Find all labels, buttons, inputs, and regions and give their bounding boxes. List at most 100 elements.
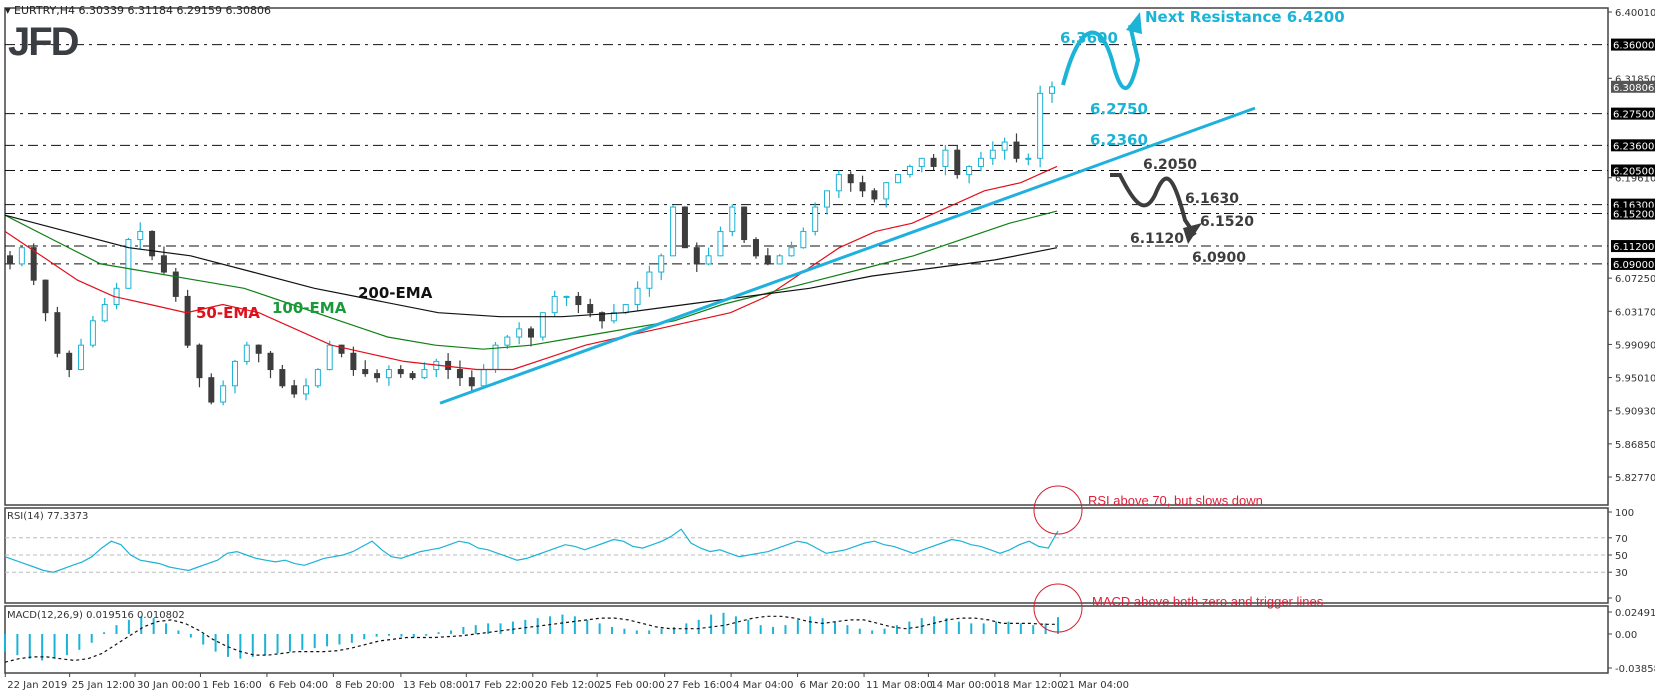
bear-candle <box>66 352 73 371</box>
bull-candle <box>670 206 677 257</box>
bear-candle <box>599 312 606 322</box>
level-6-2360-label: 6.2360 <box>1090 131 1148 149</box>
level-label-bg <box>1611 139 1655 152</box>
level-label-bg <box>1611 107 1655 120</box>
level-label-bg <box>1611 207 1655 220</box>
jfd-logo: JFD <box>8 20 80 64</box>
bull-candle <box>788 247 795 257</box>
ema-line-200-EMA <box>4 214 1058 318</box>
date-tick-label: 1 Feb 16:00 <box>202 680 261 691</box>
bull-candle <box>1001 141 1008 151</box>
date-tick-label: 17 Feb 22:00 <box>468 680 534 691</box>
bullish-path-arrow <box>1061 24 1141 91</box>
date-tick-label: 25 Feb 00:00 <box>599 680 665 691</box>
price-tick-label: 6.40010 <box>1615 8 1655 19</box>
date-tick-label: 4 Mar 04:00 <box>733 680 793 691</box>
level-label: 6.27500 <box>1613 110 1654 121</box>
arrow-head-down <box>1183 223 1202 244</box>
current-price-bg <box>1611 80 1655 93</box>
bull-candle <box>89 320 96 346</box>
rsi-line <box>4 528 1059 573</box>
bear-candle <box>291 385 298 395</box>
level-label: 6.15200 <box>1613 210 1654 221</box>
level-6-1120-label: 6.1120 <box>1130 231 1184 247</box>
bear-candle <box>338 344 345 354</box>
bull-candle <box>977 157 984 167</box>
bull-candle <box>326 344 333 371</box>
bear-candle <box>208 377 215 403</box>
bear-candle <box>362 369 369 375</box>
price-tick-label: 6.07250 <box>1615 274 1655 285</box>
bear-candle <box>445 360 452 371</box>
price-tick-label: 5.82770 <box>1615 473 1655 484</box>
bear-candle <box>575 295 582 306</box>
macd-signal-line <box>4 615 1058 663</box>
bull-candle <box>125 239 132 289</box>
bear-candle <box>54 312 61 354</box>
bull-candle <box>895 174 902 184</box>
bull-candle <box>717 230 724 257</box>
bull-candle <box>966 165 973 176</box>
level-6-1630-label: 6.1630 <box>1185 191 1239 207</box>
bear-candle <box>752 239 759 257</box>
bear-candle <box>456 369 463 379</box>
bull-candle <box>1025 157 1032 160</box>
bear-candle <box>681 206 688 249</box>
level-label: 6.16300 <box>1613 201 1654 212</box>
bull-candle <box>551 295 558 314</box>
bull-candle <box>480 369 487 387</box>
bull-candle <box>504 336 511 346</box>
macd-annotation: MACD above both zero and trigger lines <box>1092 594 1324 609</box>
bull-candle <box>824 190 831 208</box>
level-label-bg <box>1611 240 1655 253</box>
bear-candle <box>7 255 13 265</box>
bull-candle <box>729 206 736 232</box>
macd-tick-label: 0.024916 <box>1615 608 1655 619</box>
bull-candle <box>78 344 85 371</box>
bull-candle <box>101 304 108 322</box>
bull-candle <box>137 230 144 241</box>
level-6-1520-label: 6.1520 <box>1200 214 1254 230</box>
bull-candle <box>1049 86 1055 94</box>
macd-highlight-circle <box>1033 583 1083 633</box>
bear-candle <box>42 279 49 314</box>
bear-candle <box>255 344 262 354</box>
price-tick-label: 5.86850 <box>1615 440 1655 451</box>
level-label-bg <box>1611 257 1655 270</box>
date-tick-label: 18 Mar 12:00 <box>997 680 1064 691</box>
bull-candle <box>883 182 890 200</box>
bear-candle <box>30 247 37 281</box>
bear-candle <box>149 230 156 257</box>
bear-candle <box>764 255 771 265</box>
date-tick-label: 21 Mar 04:00 <box>1062 680 1129 691</box>
macd-tick-label: -0.038586 <box>1615 664 1655 675</box>
bull-candle <box>314 369 321 387</box>
ema-line-100-EMA <box>4 210 1058 350</box>
bull-candle <box>610 312 617 322</box>
date-tick-label: 6 Mar 20:00 <box>800 680 860 691</box>
bear-candle <box>374 373 381 379</box>
date-tick-label: 6 Feb 04:00 <box>269 680 328 691</box>
bear-candle <box>528 328 534 338</box>
bear-candle <box>184 295 191 346</box>
rsi-tick-label: 0 <box>1615 594 1621 605</box>
date-tick-label: 13 Feb 08:00 <box>403 680 469 691</box>
bear-candle <box>871 190 878 200</box>
bull-candle <box>1037 92 1044 159</box>
level-label: 6.36000 <box>1613 41 1654 52</box>
uptrend-line <box>439 106 1256 405</box>
bull-candle <box>622 304 629 314</box>
rsi-tick-label: 100 <box>1615 508 1634 519</box>
symbol-info: ▾ EURTRY,H4 6.30339 6.31184 6.29159 6.30… <box>5 4 271 17</box>
rsi-tick-label: 70 <box>1615 534 1628 545</box>
bear-candle <box>741 206 748 241</box>
bull-candle <box>303 385 310 395</box>
bull-candle <box>516 328 523 338</box>
macd-title: MACD(12,26,9) 0.019516 0.010802 <box>7 610 185 621</box>
ema-line-50-EMA <box>4 165 1058 371</box>
rsi-tick-label: 30 <box>1615 568 1628 579</box>
rsi-title: RSI(14) 77.3373 <box>7 511 89 522</box>
level-6-0900-label: 6.0900 <box>1192 250 1246 266</box>
bear-candle <box>1013 141 1020 159</box>
date-tick-label: 20 Feb 12:00 <box>535 680 601 691</box>
